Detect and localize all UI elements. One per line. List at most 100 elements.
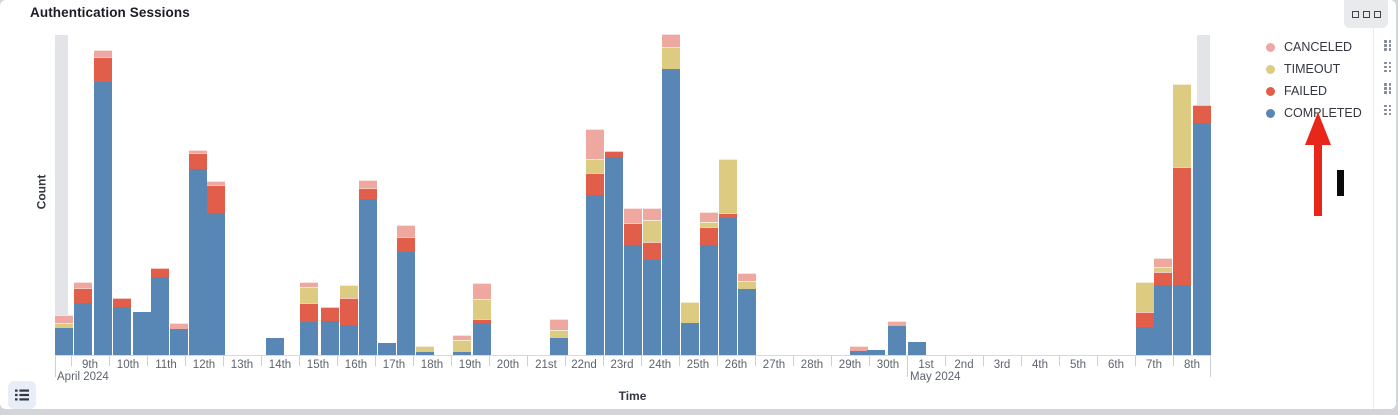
- bar-segment-completed[interactable]: [888, 326, 906, 355]
- bar-segment-completed[interactable]: [908, 342, 926, 355]
- bar-segment-failed[interactable]: [700, 227, 718, 245]
- bar-segment-canceled[interactable]: [624, 208, 642, 223]
- bar-segment-canceled[interactable]: [359, 180, 377, 188]
- bar-segment-timeout[interactable]: [1136, 282, 1154, 312]
- bar-segment-failed[interactable]: [94, 57, 112, 82]
- bar-segment-timeout[interactable]: [738, 281, 756, 289]
- bar-segment-failed[interactable]: [300, 303, 318, 322]
- bar-apr-11-pm[interactable]: [170, 323, 188, 355]
- bar-apr-16-pm[interactable]: [359, 180, 377, 355]
- bar-segment-completed[interactable]: [55, 328, 73, 355]
- bar-may-7-am[interactable]: [1136, 282, 1154, 355]
- bar-segment-timeout[interactable]: [586, 159, 604, 173]
- bar-segment-completed[interactable]: [867, 350, 885, 355]
- bar-may-8-pm-partial-[interactable]: [1193, 105, 1211, 355]
- bar-segment-canceled[interactable]: [94, 50, 112, 57]
- bar-apr-25-am[interactable]: [681, 302, 699, 355]
- bar-apr-16-am[interactable]: [340, 285, 358, 355]
- bar-segment-failed[interactable]: [151, 268, 169, 277]
- bar-segment-failed[interactable]: [113, 298, 131, 307]
- bar-segment-completed[interactable]: [189, 169, 207, 355]
- drag-handle-icon[interactable]: [1384, 40, 1392, 53]
- bar-segment-canceled[interactable]: [300, 282, 318, 287]
- bar-segment-completed[interactable]: [94, 82, 112, 355]
- bar-segment-timeout[interactable]: [719, 159, 737, 213]
- bar-apr-9-pm[interactable]: [94, 50, 112, 355]
- bar-apr-26-am[interactable]: [719, 159, 737, 355]
- bar-segment-completed[interactable]: [643, 260, 661, 355]
- bar-segment-timeout[interactable]: [453, 340, 471, 352]
- bar-apr-24-pm[interactable]: [662, 34, 680, 355]
- bar-segment-timeout[interactable]: [681, 302, 699, 323]
- bar-apr-30-am[interactable]: [867, 350, 885, 355]
- bar-segment-canceled[interactable]: [453, 335, 471, 340]
- bar-segment-canceled[interactable]: [207, 181, 225, 185]
- bar-segment-canceled[interactable]: [662, 34, 680, 47]
- bar-segment-completed[interactable]: [300, 322, 318, 355]
- bar-segment-completed[interactable]: [700, 245, 718, 355]
- bar-apr-23-pm[interactable]: [624, 208, 642, 355]
- bar-apr-10-pm[interactable]: [133, 312, 151, 355]
- bar-segment-failed[interactable]: [207, 185, 225, 213]
- bar-apr-8-pm-partial-[interactable]: [55, 315, 73, 355]
- bar-apr-29-pm[interactable]: [850, 346, 868, 355]
- bar-segment-timeout[interactable]: [416, 346, 434, 352]
- bar-segment-failed[interactable]: [719, 213, 737, 218]
- bar-apr-22-am[interactable]: [550, 319, 568, 355]
- bar-segment-canceled[interactable]: [850, 346, 868, 351]
- bar-segment-failed[interactable]: [643, 242, 661, 260]
- bar-segment-timeout[interactable]: [340, 285, 358, 298]
- bar-segment-canceled[interactable]: [586, 129, 604, 159]
- bar-segment-completed[interactable]: [453, 352, 471, 355]
- bar-apr-12-am[interactable]: [189, 150, 207, 355]
- bar-segment-timeout[interactable]: [643, 220, 661, 242]
- bar-segment-completed[interactable]: [1193, 123, 1211, 355]
- bar-segment-completed[interactable]: [133, 312, 151, 355]
- bar-segment-completed[interactable]: [207, 213, 225, 355]
- bar-segment-canceled[interactable]: [700, 212, 718, 222]
- bar-segment-canceled[interactable]: [1154, 258, 1172, 267]
- bar-segment-canceled[interactable]: [473, 283, 491, 299]
- legend-item-completed[interactable]: COMPLETED: [1258, 102, 1362, 124]
- bar-segment-canceled[interactable]: [738, 273, 756, 281]
- bar-apr-23-am[interactable]: [605, 151, 623, 355]
- bar-apr-17-pm[interactable]: [397, 225, 415, 355]
- legend-toggle-button[interactable]: [8, 381, 36, 409]
- bar-segment-completed[interactable]: [321, 321, 339, 355]
- bar-segment-completed[interactable]: [1173, 285, 1191, 355]
- panel-options-button[interactable]: [1344, 0, 1388, 28]
- bar-segment-failed[interactable]: [321, 307, 339, 321]
- bar-segment-timeout[interactable]: [300, 287, 318, 303]
- bar-segment-completed[interactable]: [359, 199, 377, 355]
- bar-apr-12-pm[interactable]: [207, 181, 225, 355]
- bar-apr-19-pm[interactable]: [473, 283, 491, 355]
- bar-segment-timeout[interactable]: [662, 47, 680, 69]
- bar-segment-failed[interactable]: [624, 223, 642, 245]
- bar-apr-9-am[interactable]: [74, 282, 92, 355]
- bar-segment-failed[interactable]: [586, 173, 604, 195]
- bar-segment-completed[interactable]: [550, 338, 568, 355]
- bar-segment-failed[interactable]: [1193, 105, 1211, 123]
- bar-segment-completed[interactable]: [605, 157, 623, 355]
- bar-segment-completed[interactable]: [266, 338, 284, 355]
- bar-segment-completed[interactable]: [74, 303, 92, 355]
- bar-apr-26-pm[interactable]: [738, 273, 756, 355]
- drag-handle-icon[interactable]: [1384, 83, 1392, 96]
- bar-segment-failed[interactable]: [1173, 167, 1191, 285]
- bar-segment-completed[interactable]: [113, 307, 131, 355]
- bar-segment-timeout[interactable]: [55, 323, 73, 328]
- bar-segment-completed[interactable]: [662, 69, 680, 355]
- bar-segment-completed[interactable]: [681, 323, 699, 355]
- bar-may-7-pm[interactable]: [1154, 258, 1172, 355]
- bar-apr-24-am[interactable]: [643, 208, 661, 355]
- bar-apr-15-pm[interactable]: [321, 307, 339, 355]
- bar-may-8-am[interactable]: [1173, 84, 1191, 355]
- drag-handle-icon[interactable]: [1384, 104, 1392, 118]
- bar-apr-25-pm[interactable]: [700, 212, 718, 355]
- bar-segment-failed[interactable]: [1154, 272, 1172, 285]
- bar-apr-17-am[interactable]: [378, 343, 396, 355]
- bar-segment-canceled[interactable]: [74, 282, 92, 288]
- bar-segment-failed[interactable]: [1136, 312, 1154, 327]
- bar-segment-timeout[interactable]: [1173, 84, 1191, 167]
- bar-apr-15-am[interactable]: [300, 282, 318, 355]
